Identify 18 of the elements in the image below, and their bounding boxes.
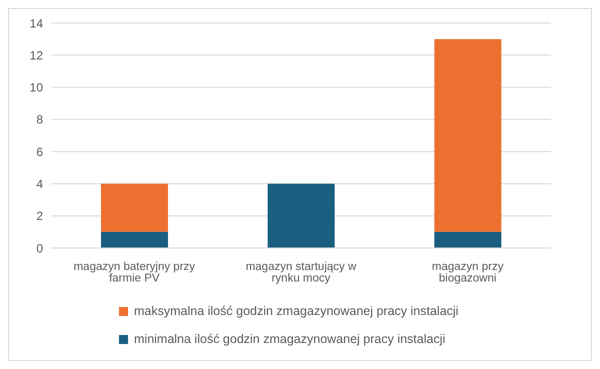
x-tick-label: magazyn startujący w rynku mocy — [246, 261, 357, 285]
bar — [434, 39, 502, 232]
x-tick-label: magazyn bateryjny przy farmie PV — [74, 261, 196, 285]
legend-label: maksymalna ilość godzin zmagazynowanej pracy instalacji — [134, 304, 458, 318]
y-tick-label: 0 — [36, 241, 44, 256]
bar — [101, 184, 168, 232]
bar — [434, 232, 502, 248]
bar — [101, 232, 168, 248]
bar — [268, 184, 335, 248]
y-tick-label: 8 — [36, 112, 44, 127]
y-tick-label: 4 — [36, 176, 44, 191]
y-tick-label: 12 — [30, 48, 44, 62]
legend-label: minimalna ilość godzin zmagazynowanej pracy instalacji — [134, 332, 446, 346]
y-tick-label: 10 — [30, 80, 44, 95]
y-tick-label: 6 — [36, 144, 44, 159]
y-tick-label: 14 — [30, 16, 44, 30]
y-tick-label: 2 — [36, 209, 44, 224]
x-tick-label: magazyn przy biogazowni — [432, 261, 504, 285]
